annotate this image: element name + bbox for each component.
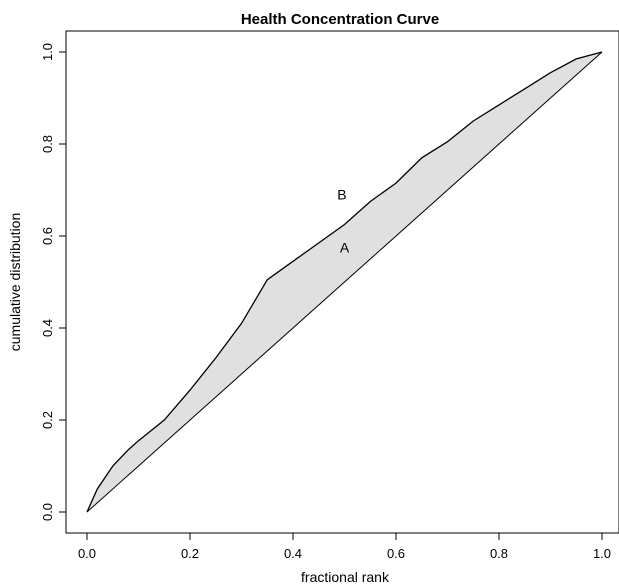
x-axis-label: fractional rank	[301, 569, 390, 585]
x-axis: 0.0 0.2 0.4 0.6 0.8 1.0	[78, 532, 611, 561]
x-tick-label: 0.4	[284, 546, 302, 561]
annotation-label-b: B	[337, 187, 346, 203]
chart-title: Health Concentration Curve	[241, 11, 439, 28]
x-tick-label: 0.2	[181, 546, 199, 561]
y-axis: 0.0 0.2 0.4 0.6 0.8 1.0	[40, 43, 67, 521]
y-tick-label: 1.0	[40, 43, 55, 61]
y-axis-label: cumulative distribution	[7, 213, 23, 352]
y-tick-label: 0.6	[40, 227, 55, 245]
annotations: BA	[337, 187, 350, 256]
line-of-equality	[86, 51, 603, 513]
y-tick-label: 0.0	[40, 503, 55, 521]
y-tick-label: 0.4	[40, 319, 55, 337]
x-tick-label: 0.8	[490, 546, 508, 561]
x-tick-label: 0.6	[387, 546, 405, 561]
annotation-label-a: A	[340, 240, 350, 256]
x-tick-label: 0.0	[78, 546, 96, 561]
x-tick-label: 1.0	[593, 546, 611, 561]
y-tick-label: 0.8	[40, 135, 55, 153]
y-tick-label: 0.2	[40, 411, 55, 429]
concentration-curve	[86, 51, 603, 513]
